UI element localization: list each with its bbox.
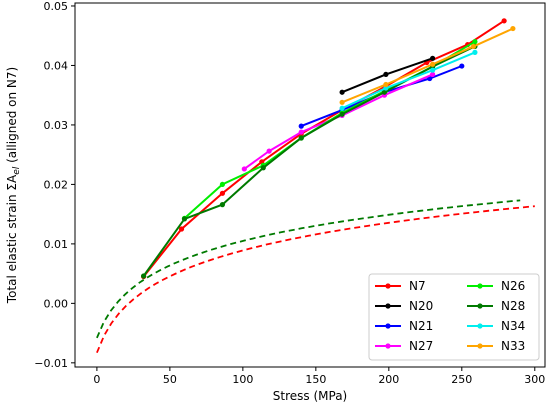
- y-tick-label: 0.01: [44, 238, 69, 251]
- data-point-n33: [339, 99, 345, 105]
- legend-label: N7: [409, 279, 426, 293]
- legend-marker: [385, 283, 391, 289]
- data-point-n26: [472, 39, 478, 45]
- y-tick-label: −0.01: [34, 357, 68, 370]
- y-axis-label-suffix: (alligned on N7): [5, 67, 19, 167]
- data-point-n34: [383, 85, 389, 91]
- data-point-n28: [381, 89, 388, 95]
- y-tick-label: 0.05: [44, 0, 69, 13]
- y-tick-label: 0.04: [44, 59, 69, 72]
- data-point-n28: [181, 216, 188, 222]
- legend-label: N28: [501, 299, 525, 313]
- data-point-n7: [219, 190, 226, 196]
- x-tick-label: 250: [451, 373, 472, 386]
- legend-marker: [477, 323, 483, 329]
- x-tick-label: 100: [232, 373, 253, 386]
- data-point-n27: [266, 148, 272, 154]
- data-point-n33: [470, 43, 477, 50]
- legend-marker: [385, 343, 391, 349]
- x-tick-label: 0: [93, 373, 100, 386]
- data-point-n34: [339, 105, 345, 111]
- series-line-n7: [142, 19, 505, 278]
- legend-marker: [477, 343, 483, 349]
- data-series: [141, 18, 516, 280]
- data-point-n7: [178, 226, 185, 232]
- plot-frame: [74, 2, 546, 368]
- data-point-n28: [219, 202, 226, 208]
- data-point-n34: [472, 49, 478, 55]
- legend-marker: [385, 303, 391, 309]
- y-axis-label-sub: el: [12, 166, 22, 175]
- data-point-n21: [459, 63, 465, 69]
- x-axis-label: Stress (MPa): [273, 389, 347, 403]
- y-tick-label: 0.02: [44, 178, 69, 191]
- data-point-n28: [298, 135, 304, 141]
- legend-label: N21: [409, 319, 433, 333]
- legend-marker: [385, 323, 391, 329]
- data-point-n7: [501, 18, 507, 24]
- y-tick-label: 0.03: [44, 119, 69, 132]
- data-point-n27: [430, 71, 436, 77]
- legend: N7 N20 N21 N27 N26 N28 N34 N33: [368, 273, 540, 361]
- data-point-n20: [383, 71, 389, 77]
- legend-label: N34: [501, 319, 525, 333]
- x-tick-label: 300: [524, 373, 545, 386]
- data-point-n28: [260, 165, 266, 171]
- data-point-n26: [219, 181, 226, 188]
- fit-curves: [96, 199, 535, 354]
- fit-curve-2: [96, 205, 535, 354]
- data-point-n28: [339, 111, 345, 117]
- y-axis-ticks: −0.01 0.00 0.01 0.02 0.03 0.04 0.05: [34, 0, 75, 370]
- series-line-n34: [341, 51, 476, 110]
- data-point-n27: [298, 129, 304, 135]
- legend-marker: [477, 283, 483, 289]
- data-point-n33: [383, 81, 389, 88]
- data-point-n34: [430, 67, 436, 73]
- legend-label: N27: [409, 339, 433, 353]
- data-point-n33: [510, 25, 516, 32]
- x-tick-label: 150: [305, 373, 326, 386]
- data-point-n33: [430, 61, 436, 67]
- data-point-n20: [430, 55, 436, 61]
- x-tick-label: 200: [378, 373, 399, 386]
- data-point-n28: [141, 273, 147, 279]
- x-axis-ticks: 0 50 100 150 200 250 300: [93, 367, 545, 386]
- y-axis-label: Total elastic strain ΣAel (alligned on N…: [5, 67, 22, 304]
- legend-label: N26: [501, 279, 525, 293]
- x-tick-label: 50: [163, 373, 177, 386]
- legend-marker: [477, 303, 483, 309]
- fit-curve-1: [96, 199, 521, 339]
- y-axis-label-main: Total elastic strain ΣA: [5, 174, 19, 304]
- legend-box: [368, 273, 540, 361]
- series-line-n27: [243, 73, 433, 170]
- legend-label: N20: [409, 299, 433, 313]
- legend-label: N33: [501, 339, 525, 353]
- data-point-n27: [241, 166, 247, 172]
- data-point-n20: [339, 89, 345, 95]
- y-tick-label: 0.00: [44, 297, 69, 310]
- data-point-n21: [298, 123, 304, 129]
